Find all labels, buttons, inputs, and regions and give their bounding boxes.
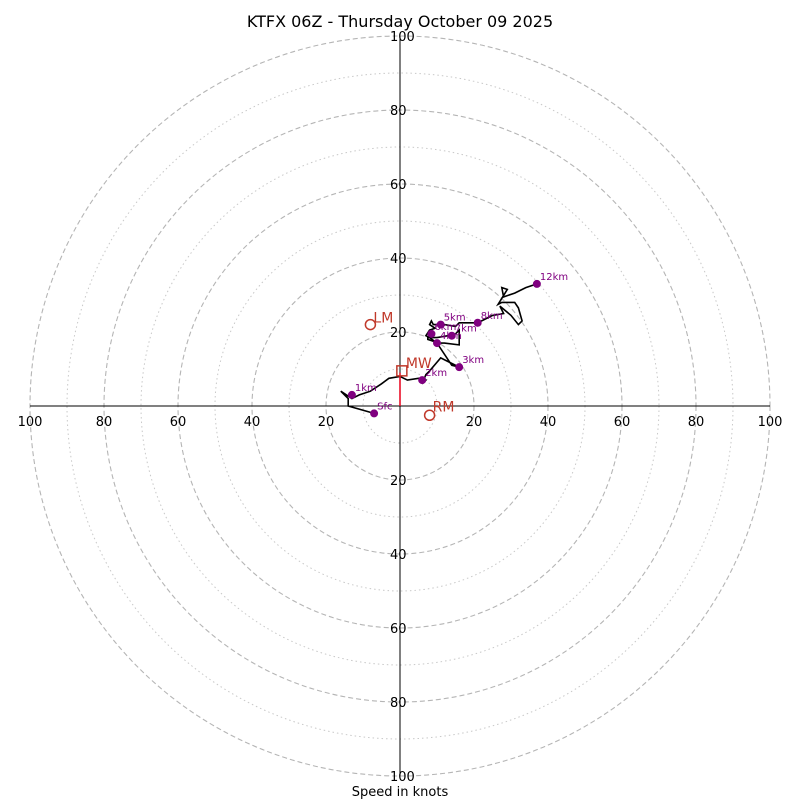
- x-tick-label: 100: [18, 415, 43, 430]
- y-tick-label: 80: [390, 696, 407, 711]
- x-tick-label: 40: [244, 415, 261, 430]
- y-tick-label: 60: [390, 622, 407, 637]
- x-tick-label: 100: [758, 415, 783, 430]
- x-tick-label: 20: [318, 415, 335, 430]
- height-marker-Sfc: [370, 409, 379, 418]
- height-label-Sfc: Sfc: [377, 401, 392, 412]
- y-tick-label: 100: [390, 770, 415, 785]
- height-label-8km: 8km: [481, 311, 503, 322]
- y-tick-label: 40: [390, 252, 407, 267]
- x-tick-label: 60: [614, 415, 631, 430]
- chart-title: KTFX 06Z - Thursday October 09 2025: [247, 12, 553, 31]
- height-marker-7km: [447, 331, 456, 340]
- right-mover-label: RM: [433, 399, 455, 415]
- x-tick-label: 60: [170, 415, 187, 430]
- height-marker-5km: [436, 320, 445, 329]
- x-tick-label: 40: [540, 415, 557, 430]
- height-marker-12km: [532, 279, 541, 288]
- y-tick-label: 20: [390, 474, 407, 489]
- x-tick-label: 20: [466, 415, 483, 430]
- y-tick-label: 20: [390, 326, 407, 341]
- height-marker-8km: [473, 318, 482, 327]
- height-marker-6km: [427, 329, 436, 338]
- x-axis-label: Speed in knots: [352, 785, 449, 800]
- height-label-2km: 2km: [425, 368, 447, 379]
- height-label-7km: 7km: [455, 324, 477, 335]
- y-tick-label: 100: [390, 30, 415, 45]
- height-marker-1km: [347, 390, 356, 399]
- height-label-3km: 3km: [462, 355, 484, 366]
- y-tick-label: 60: [390, 178, 407, 193]
- y-tick-label: 80: [390, 104, 407, 119]
- height-label-1km: 1km: [355, 383, 377, 394]
- height-marker-2km: [418, 376, 427, 385]
- height-marker-4km: [433, 339, 441, 348]
- mean-wind-label: MW: [406, 356, 432, 372]
- height-label-12km: 12km: [540, 272, 568, 283]
- height-label-6km: 6km: [434, 322, 456, 333]
- right-mover-marker: [423, 409, 436, 421]
- height-label-5km: 5km: [444, 313, 466, 324]
- y-tick-label: 40: [390, 548, 407, 563]
- height-marker-3km: [455, 363, 464, 372]
- left-mover-marker: [364, 318, 377, 331]
- x-tick-label: 80: [96, 415, 113, 430]
- hodograph-trace: [340, 283, 538, 415]
- left-mover-label: LM: [373, 311, 393, 327]
- x-tick-label: 80: [688, 415, 705, 430]
- mean-wind-marker: [396, 365, 408, 377]
